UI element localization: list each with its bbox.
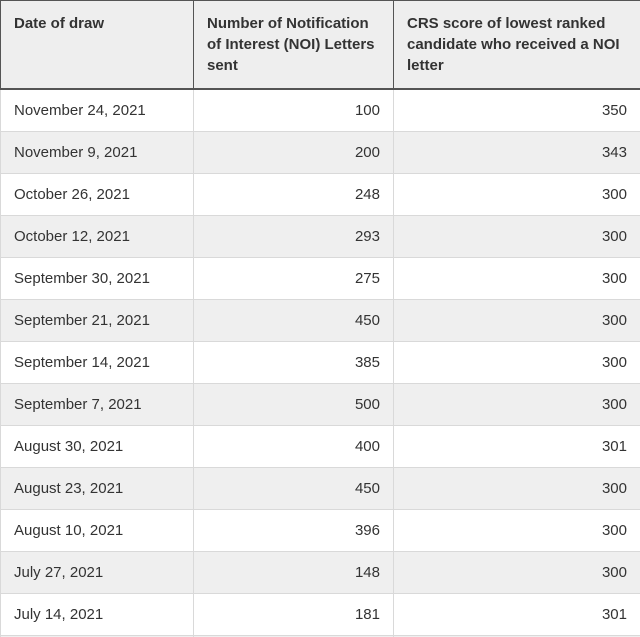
table-row: August 10, 2021 396 300 <box>0 509 640 552</box>
date-cell: August 10, 2021 <box>0 509 194 552</box>
crs-score-cell: 300 <box>393 257 640 300</box>
date-cell: July 27, 2021 <box>0 551 194 594</box>
date-cell: November 24, 2021 <box>0 88 194 132</box>
table-row: November 9, 2021 200 343 <box>0 131 640 174</box>
col-header-crs-score: CRS score of lowest ranked candidate who… <box>393 0 640 90</box>
noi-letters-cell: 396 <box>193 509 394 552</box>
header-row: Date of draw Number of Notification of I… <box>0 0 640 90</box>
crs-score-cell: 301 <box>393 425 640 468</box>
crs-score-cell: 300 <box>393 173 640 216</box>
crs-score-cell: 301 <box>393 593 640 636</box>
crs-score-cell: 300 <box>393 383 640 426</box>
noi-letters-cell: 181 <box>193 593 394 636</box>
noi-letters-cell: 100 <box>193 88 394 132</box>
noi-letters-cell: 248 <box>193 173 394 216</box>
date-cell: September 7, 2021 <box>0 383 194 426</box>
noi-letters-cell: 450 <box>193 299 394 342</box>
table-row: August 23, 2021 450 300 <box>0 467 640 510</box>
noi-letters-cell: 385 <box>193 341 394 384</box>
date-cell: September 14, 2021 <box>0 341 194 384</box>
crs-score-cell: 300 <box>393 551 640 594</box>
table-row: September 30, 2021 275 300 <box>0 257 640 300</box>
date-cell: August 30, 2021 <box>0 425 194 468</box>
date-cell: September 30, 2021 <box>0 257 194 300</box>
date-cell: September 21, 2021 <box>0 299 194 342</box>
date-cell: October 12, 2021 <box>0 215 194 258</box>
crs-score-cell: 300 <box>393 341 640 384</box>
date-cell: October 26, 2021 <box>0 173 194 216</box>
table-row: August 30, 2021 400 301 <box>0 425 640 468</box>
crs-score-cell: 300 <box>393 509 640 552</box>
table-row: September 7, 2021 500 300 <box>0 383 640 426</box>
table-row: July 14, 2021 181 301 <box>0 593 640 636</box>
table-row: October 26, 2021 248 300 <box>0 173 640 216</box>
noi-letters-cell: 293 <box>193 215 394 258</box>
crs-score-cell: 300 <box>393 215 640 258</box>
table-row: September 14, 2021 385 300 <box>0 341 640 384</box>
crs-score-cell: 300 <box>393 299 640 342</box>
date-cell: August 23, 2021 <box>0 467 194 510</box>
table-row-partial-clipped <box>0 635 640 637</box>
noi-letters-cell: 148 <box>193 551 394 594</box>
col-header-date-of-draw: Date of draw <box>0 0 194 90</box>
crs-score-cell: 343 <box>393 131 640 174</box>
table-row: November 24, 2021 100 350 <box>0 88 640 132</box>
col-header-noi-letters-sent: Number of Notification of Interest (NOI)… <box>193 0 394 90</box>
noi-letters-cell: 450 <box>193 467 394 510</box>
crs-score-cell: 300 <box>393 467 640 510</box>
noi-letters-cell: 400 <box>193 425 394 468</box>
noi-letters-cell: 275 <box>193 257 394 300</box>
noi-letters-cell: 500 <box>193 383 394 426</box>
table-row: October 12, 2021 293 300 <box>0 215 640 258</box>
crs-score-cell: 350 <box>393 88 640 132</box>
date-cell: July 14, 2021 <box>0 593 194 636</box>
date-cell: November 9, 2021 <box>0 131 194 174</box>
table-row: September 21, 2021 450 300 <box>0 299 640 342</box>
table-row: July 27, 2021 148 300 <box>0 551 640 594</box>
noi-letters-cell: 200 <box>193 131 394 174</box>
